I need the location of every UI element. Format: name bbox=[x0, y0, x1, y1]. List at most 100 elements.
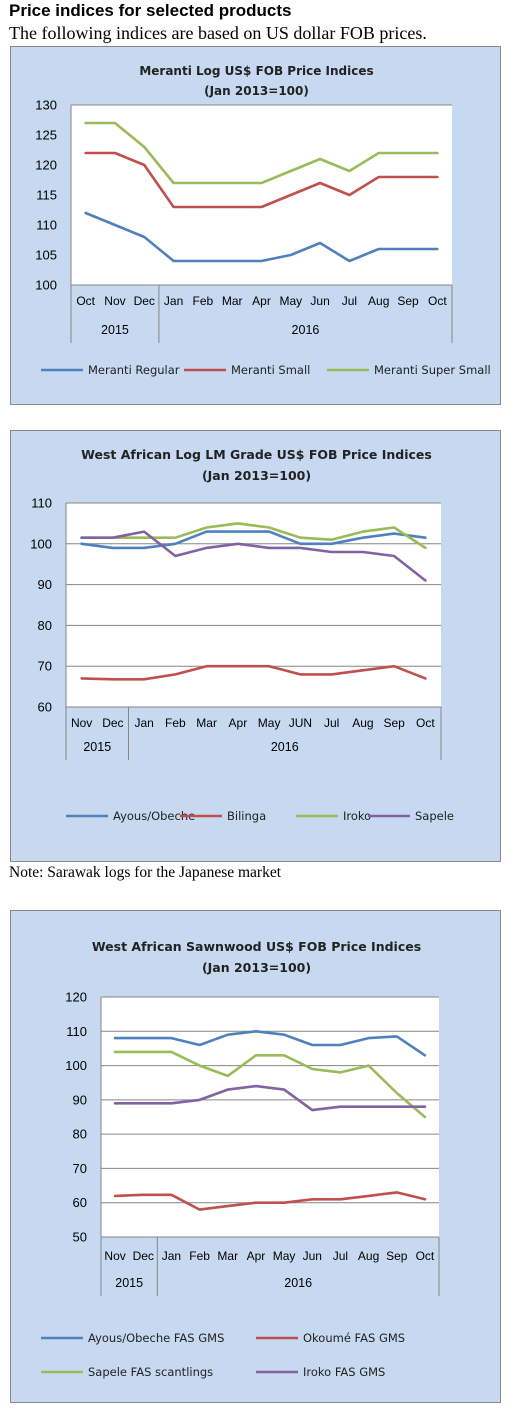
y-tick-label: 120 bbox=[65, 990, 87, 1005]
chart-subtitle: (Jan 2013=100) bbox=[202, 468, 311, 483]
x-tick-label: Apr bbox=[252, 294, 271, 308]
west-african-sawnwood-chart: West African Sawnwood US$ FOB Price Indi… bbox=[41, 939, 440, 1379]
x-tick-label: Mar bbox=[217, 1249, 238, 1263]
west-african-log-chart-panel: West African Log LM Grade US$ FOB Price … bbox=[10, 430, 501, 862]
year-group-label: 2015 bbox=[101, 323, 129, 337]
x-tick-label: Apr bbox=[247, 1249, 266, 1263]
x-tick-label: May bbox=[273, 1249, 296, 1263]
x-tick-label: Oct bbox=[416, 716, 435, 730]
y-tick-label: 125 bbox=[35, 128, 57, 143]
x-tick-label: Oct bbox=[416, 1249, 435, 1263]
legend-label: Meranti Super Small bbox=[374, 363, 491, 377]
x-tick-label: Jul bbox=[324, 716, 339, 730]
x-tick-label: Jul bbox=[342, 294, 357, 308]
x-tick-label: Nov bbox=[104, 294, 125, 308]
y-tick-label: 120 bbox=[35, 158, 57, 173]
x-tick-label: Jan bbox=[134, 716, 153, 730]
x-tick-label: Aug bbox=[352, 716, 373, 730]
x-tick-label: Sep bbox=[397, 294, 419, 308]
y-tick-label: 70 bbox=[38, 659, 52, 674]
x-tick-label: Jan bbox=[162, 1249, 181, 1263]
y-tick-label: 110 bbox=[66, 1024, 87, 1039]
series-line bbox=[80, 522, 427, 550]
year-group-label: 2015 bbox=[83, 740, 111, 754]
series-line bbox=[84, 151, 439, 209]
legend-label: Ayous/Obeche bbox=[113, 809, 195, 823]
meranti-log-chart: Meranti Log US$ FOB Price Indices (Jan 20… bbox=[35, 64, 491, 377]
x-tick-label: Oct bbox=[76, 294, 95, 308]
chart-title: Meranti Log US$ FOB Price Indices bbox=[139, 64, 373, 78]
plot-area bbox=[71, 105, 452, 285]
x-tick-label: Aug bbox=[368, 294, 389, 308]
series-line bbox=[113, 1050, 427, 1119]
legend-label: Bilinga bbox=[227, 809, 266, 823]
y-tick-label: 100 bbox=[65, 1058, 87, 1073]
chart-title: West African Sawnwood US$ FOB Price Indi… bbox=[92, 939, 421, 954]
x-tick-label: Apr bbox=[229, 716, 248, 730]
chart-subtitle: (Jan 2013=100) bbox=[202, 960, 311, 975]
x-tick-label: Feb bbox=[189, 1249, 210, 1263]
year-group-label: 2016 bbox=[284, 1276, 312, 1290]
x-tick-label: Jun bbox=[310, 294, 329, 308]
y-tick-label: 110 bbox=[36, 218, 57, 233]
series-line bbox=[84, 211, 439, 263]
x-tick-label: Jan bbox=[164, 294, 183, 308]
legend-label: Okoumé FAS GMS bbox=[303, 1331, 405, 1345]
series-line bbox=[113, 1084, 427, 1112]
series-line bbox=[113, 1191, 427, 1211]
x-tick-label: Mar bbox=[196, 716, 217, 730]
year-group-label: 2015 bbox=[115, 1276, 143, 1290]
legend-label: Meranti Regular bbox=[88, 363, 180, 377]
series-line bbox=[80, 530, 427, 582]
y-tick-label: 105 bbox=[35, 248, 57, 263]
x-tick-label: Feb bbox=[193, 294, 214, 308]
y-tick-label: 80 bbox=[73, 1127, 87, 1142]
y-tick-label: 100 bbox=[30, 536, 52, 551]
series-line bbox=[84, 121, 439, 185]
x-tick-label: May bbox=[279, 294, 302, 308]
page-heading: Price indices for selected products bbox=[9, 1, 292, 20]
x-tick-label: Dec bbox=[133, 1249, 154, 1263]
series-line bbox=[80, 530, 427, 550]
legend-label: Iroko bbox=[343, 809, 371, 823]
y-tick-label: 60 bbox=[38, 700, 52, 715]
meranti-log-chart-panel: Meranti Log US$ FOB Price Indices (Jan 20… bbox=[10, 46, 501, 405]
y-tick-label: 90 bbox=[73, 1092, 87, 1107]
x-tick-label: Dec bbox=[134, 294, 155, 308]
year-group-label: 2016 bbox=[292, 323, 320, 337]
legend-label: Ayous/Obeche FAS GMS bbox=[88, 1331, 224, 1345]
year-group-label: 2016 bbox=[271, 740, 299, 754]
x-tick-label: Jun bbox=[303, 1249, 322, 1263]
y-tick-label: 70 bbox=[73, 1161, 87, 1176]
x-tick-label: Sep bbox=[383, 716, 405, 730]
y-tick-label: 110 bbox=[31, 496, 52, 511]
x-tick-label: May bbox=[258, 716, 281, 730]
x-tick-label: Oct bbox=[428, 294, 447, 308]
legend-label: Iroko FAS GMS bbox=[303, 1365, 385, 1379]
chart-subtitle: (Jan 2013=100) bbox=[204, 84, 309, 98]
y-tick-label: 90 bbox=[38, 577, 52, 592]
y-tick-label: 50 bbox=[73, 1230, 87, 1245]
x-tick-label: Aug bbox=[358, 1249, 379, 1263]
x-tick-label: Sep bbox=[386, 1249, 408, 1263]
x-tick-label: Feb bbox=[165, 716, 186, 730]
x-tick-label: Dec bbox=[102, 716, 123, 730]
series-line bbox=[113, 1030, 427, 1057]
y-tick-label: 130 bbox=[35, 98, 57, 113]
west-african-log-chart: West African Log LM Grade US$ FOB Price … bbox=[30, 447, 454, 823]
west-african-sawnwood-chart-panel: West African Sawnwood US$ FOB Price Indi… bbox=[10, 910, 501, 1403]
chart-title: West African Log LM Grade US$ FOB Price … bbox=[81, 447, 432, 462]
y-tick-label: 100 bbox=[35, 278, 57, 293]
x-tick-label: Nov bbox=[104, 1249, 125, 1263]
series-line bbox=[80, 664, 427, 681]
y-tick-label: 80 bbox=[38, 618, 52, 633]
x-tick-label: Mar bbox=[222, 294, 243, 308]
legend-label: Sapele bbox=[415, 809, 454, 823]
y-tick-label: 60 bbox=[73, 1195, 87, 1210]
legend-label: Meranti Small bbox=[231, 363, 310, 377]
legend-label: Sapele FAS scantlings bbox=[88, 1365, 213, 1379]
footnote: Note: Sarawak logs for the Japanese mark… bbox=[9, 864, 282, 881]
page-subheading: The following indices are based on US do… bbox=[9, 23, 427, 43]
x-tick-label: Jul bbox=[333, 1249, 348, 1263]
x-tick-label: Nov bbox=[71, 716, 92, 730]
